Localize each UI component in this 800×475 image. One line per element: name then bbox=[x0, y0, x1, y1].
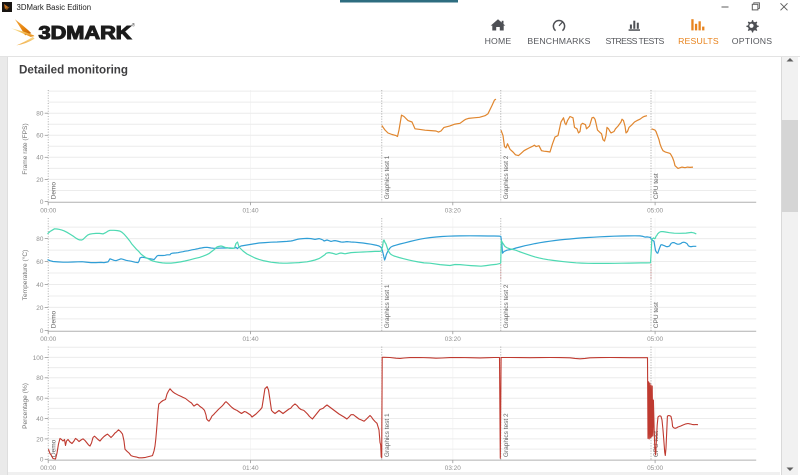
svg-text:Demo: Demo bbox=[50, 310, 57, 328]
svg-text:100: 100 bbox=[33, 355, 44, 362]
svg-text:3DMARK: 3DMARK bbox=[39, 23, 132, 43]
svg-text:3DMark Basic Edition: 3DMark Basic Edition bbox=[17, 3, 92, 12]
svg-text:05:00: 05:00 bbox=[647, 465, 663, 472]
svg-text:STRESS TESTS: STRESS TESTS bbox=[606, 36, 665, 46]
svg-text:80: 80 bbox=[36, 236, 44, 243]
svg-text:Graphics test 2: Graphics test 2 bbox=[503, 155, 510, 199]
svg-text:Graphics test 1: Graphics test 1 bbox=[384, 413, 391, 457]
svg-text:Graphics test 2: Graphics test 2 bbox=[503, 413, 510, 457]
svg-text:01:40: 01:40 bbox=[243, 465, 259, 472]
svg-text:40: 40 bbox=[36, 282, 44, 289]
svg-text:40: 40 bbox=[36, 155, 44, 162]
svg-text:CPU test: CPU test bbox=[653, 302, 660, 328]
svg-text:Graphics test 2: Graphics test 2 bbox=[503, 284, 510, 328]
svg-text:40: 40 bbox=[36, 416, 44, 423]
svg-text:Graphics test 1: Graphics test 1 bbox=[384, 155, 391, 199]
svg-text:0: 0 bbox=[40, 199, 44, 206]
svg-text:60: 60 bbox=[36, 133, 44, 140]
svg-text:CPU test: CPU test bbox=[653, 173, 660, 199]
svg-text:Demo: Demo bbox=[50, 439, 57, 457]
svg-text:BENCHMARKS: BENCHMARKS bbox=[527, 36, 590, 46]
svg-text:Demo: Demo bbox=[50, 182, 57, 200]
svg-text:03:20: 03:20 bbox=[445, 465, 461, 472]
svg-text:RESULTS: RESULTS bbox=[678, 36, 719, 46]
svg-text:Percentage (%): Percentage (%) bbox=[22, 383, 29, 429]
svg-text:60: 60 bbox=[36, 259, 44, 266]
svg-text:OPTIONS: OPTIONS bbox=[732, 36, 773, 46]
svg-text:Frame rate (FPS): Frame rate (FPS) bbox=[22, 123, 29, 174]
svg-text:03:20: 03:20 bbox=[445, 336, 461, 343]
svg-text:0: 0 bbox=[40, 457, 44, 464]
svg-text:®: ® bbox=[132, 22, 136, 28]
svg-text:05:00: 05:00 bbox=[647, 336, 663, 343]
svg-text:0: 0 bbox=[40, 328, 44, 335]
svg-text:00:00: 00:00 bbox=[40, 465, 56, 472]
svg-text:20: 20 bbox=[36, 177, 44, 184]
svg-text:Graphics test 1: Graphics test 1 bbox=[384, 284, 391, 328]
svg-text:20: 20 bbox=[36, 436, 44, 443]
svg-text:80: 80 bbox=[36, 111, 44, 118]
svg-text:00:00: 00:00 bbox=[40, 336, 56, 343]
svg-text:01:40: 01:40 bbox=[243, 336, 259, 343]
svg-text:Temperature (°C): Temperature (°C) bbox=[21, 250, 29, 301]
svg-text:HOME: HOME bbox=[485, 36, 512, 46]
svg-text:60: 60 bbox=[36, 396, 44, 403]
svg-text:20: 20 bbox=[36, 305, 44, 312]
svg-text:80: 80 bbox=[36, 375, 44, 382]
svg-text:Detailed monitoring: Detailed monitoring bbox=[19, 63, 128, 77]
svg-text:03:20: 03:20 bbox=[445, 207, 461, 214]
svg-text:01:40: 01:40 bbox=[243, 207, 259, 214]
svg-text:05:00: 05:00 bbox=[647, 207, 663, 214]
svg-text:00:00: 00:00 bbox=[40, 207, 56, 214]
